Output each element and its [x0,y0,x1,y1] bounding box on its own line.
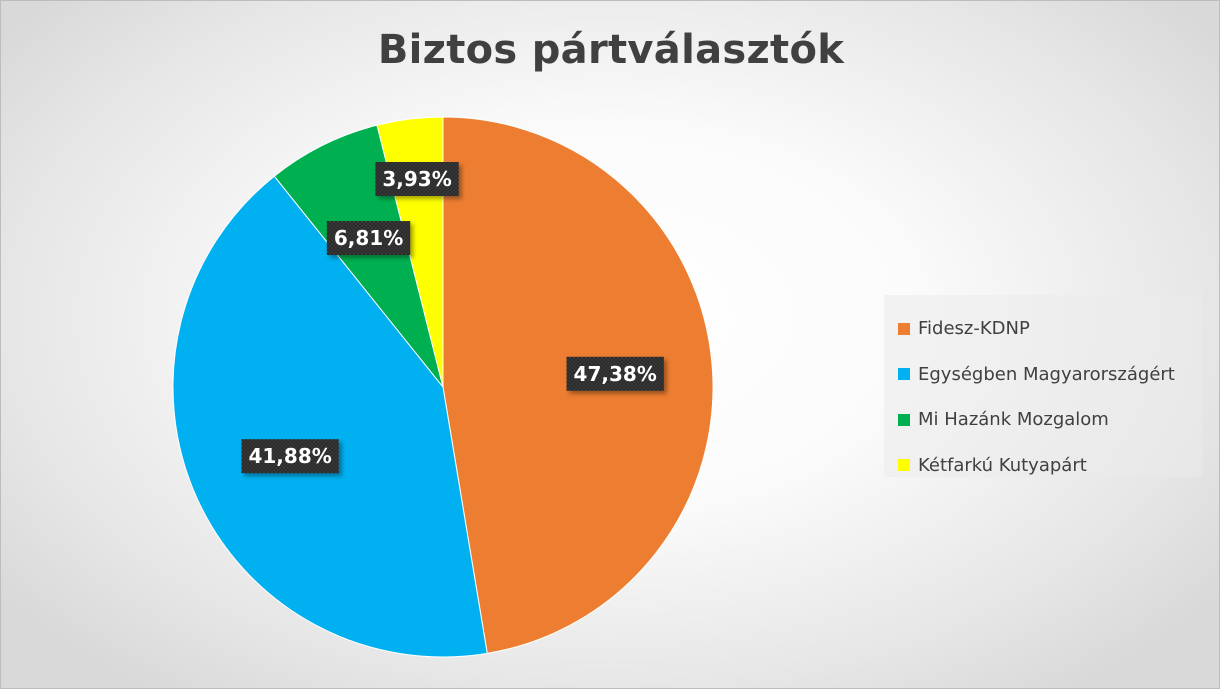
data-label-ketfarku: 3,93% [375,162,459,197]
legend-swatch-fidesz [898,322,910,335]
legend-swatch-ketfarku [898,459,910,472]
legend: Fidesz-KDNP Egységben Magyarországért Mi… [884,295,1202,477]
data-label-box-ketfarku [375,162,459,197]
data-label-box-fidesz [566,356,664,391]
data-label-mi-hazank: 6,81% [326,221,411,256]
data-label-fidesz: 47,38% [566,356,664,391]
data-label-text-fidesz: 47,38% [574,362,657,386]
legend-swatch-mi-hazank [898,413,910,426]
data-label-box-egysegben [241,439,339,474]
data-label-text-mi-hazank: 6,81% [334,226,403,250]
legend-label-fidesz: Fidesz-KDNP [918,318,1030,340]
data-label-box-mi-hazank [326,221,411,256]
legend-item-egysegben: Egységben Magyarországért [898,352,1202,398]
pie-slice-mi-hazank [273,124,444,388]
data-label-egysegben: 41,88% [241,439,339,474]
legend-label-egysegben: Egységben Magyarországért [918,363,1175,385]
data-label-text-ketfarku: 3,93% [382,167,451,191]
chart-title: Biztos pártválasztók [377,27,845,73]
pie-slice-egysegben [172,175,488,658]
legend-item-ketfarku: Kétfarkú Kutyapárt [898,443,1202,489]
data-label-text-egysegben: 41,88% [248,444,331,468]
legend-label-mi-hazank: Mi Hazánk Mozgalom [918,409,1109,431]
legend-label-ketfarku: Kétfarkú Kutyapárt [918,454,1087,476]
legend-item-fidesz: Fidesz-KDNP [898,306,1202,352]
legend-item-mi-hazank: Mi Hazánk Mozgalom [898,397,1202,443]
legend-swatch-egysegben [898,368,910,381]
